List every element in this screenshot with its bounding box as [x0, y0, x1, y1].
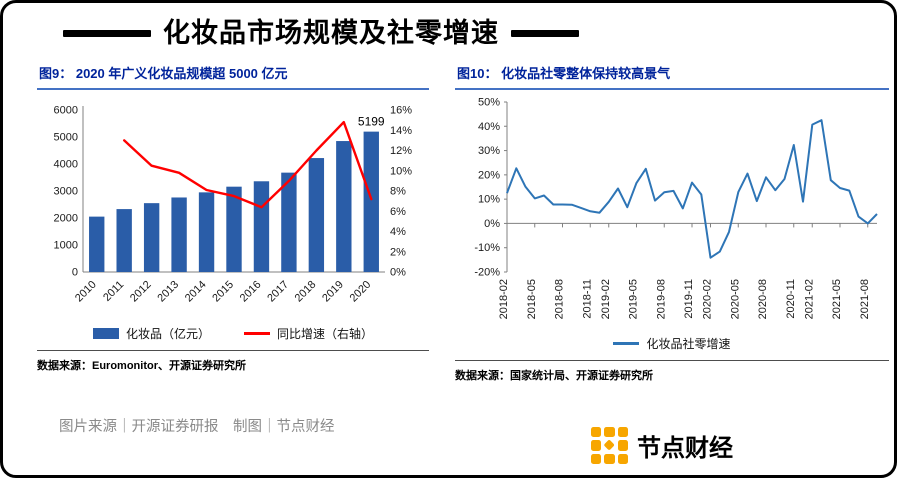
brand-logo: 节点财经 — [591, 427, 733, 464]
svg-text:0%: 0% — [484, 218, 500, 230]
svg-text:2021-08: 2021-08 — [859, 279, 871, 319]
svg-text:2017: 2017 — [265, 278, 291, 304]
svg-text:12%: 12% — [390, 145, 412, 157]
growth-series-swatch-icon — [244, 331, 270, 335]
svg-text:2%: 2% — [390, 246, 406, 258]
legend-item-retail-series: 化妆品社零增速 — [613, 335, 731, 352]
chart10-legend: 化妆品社零增速 — [455, 335, 889, 352]
chart9-legend: 化妆品（亿元） 同比增速（右轴） — [37, 325, 429, 342]
svg-text:2015: 2015 — [210, 278, 236, 304]
svg-text:6000: 6000 — [54, 104, 78, 116]
svg-text:2020-05: 2020-05 — [729, 279, 741, 319]
svg-text:5000: 5000 — [54, 131, 78, 143]
svg-text:2016: 2016 — [238, 278, 264, 304]
svg-text:8%: 8% — [390, 185, 406, 197]
retail-growth-chart-canvas: -20% -10% 0% 10% 20% 30% 40% 50% 2018-02 2018-05 2… — [474, 96, 878, 319]
legend-item-growth-series: 同比增速（右轴） — [244, 325, 373, 342]
chart9-title: 图9： 2020 年广义化妆品规模超 5000 亿元 — [37, 61, 429, 90]
svg-text:30%: 30% — [478, 145, 500, 157]
svg-text:16%: 16% — [390, 104, 412, 116]
svg-text:50%: 50% — [478, 96, 500, 108]
brand-name: 节点财经 — [637, 435, 733, 462]
svg-text:2012: 2012 — [128, 278, 154, 304]
svg-text:1000: 1000 — [54, 239, 78, 251]
svg-text:2014: 2014 — [183, 278, 209, 304]
growth-series-legend-label: 同比增速（右轴） — [277, 326, 374, 341]
svg-text:4000: 4000 — [54, 158, 78, 170]
chart10-title: 图10： 化妆品社零整体保持较高景气 — [455, 61, 889, 90]
title-dash-right — [511, 30, 579, 38]
svg-text:40%: 40% — [478, 120, 500, 132]
svg-text:2018: 2018 — [293, 278, 319, 304]
svg-text:2018-11: 2018-11 — [581, 279, 593, 319]
credit-text: 图片来源｜开源证券研报 制图｜节点财经 — [59, 419, 335, 435]
page-header: 化妆品市场规模及社零增速 — [63, 18, 894, 49]
svg-text:10%: 10% — [478, 193, 500, 205]
svg-text:2019-05: 2019-05 — [628, 279, 640, 319]
legend-item-bar-series: 化妆品（亿元） — [92, 325, 210, 342]
svg-text:6%: 6% — [390, 205, 406, 217]
source-divider — [37, 349, 429, 351]
svg-text:4%: 4% — [390, 226, 406, 238]
svg-text:2020-02: 2020-02 — [702, 279, 714, 319]
bar-series-legend-label: 化妆品（亿元） — [125, 326, 210, 341]
svg-text:2021-02: 2021-02 — [803, 279, 815, 319]
svg-text:2020-11: 2020-11 — [785, 279, 797, 319]
chart9-source: 数据来源：Euromonitor、开源证券研究所 — [37, 359, 246, 372]
brand-grid-icon — [591, 427, 628, 464]
svg-text:2000: 2000 — [54, 212, 78, 224]
svg-text:2018-08: 2018-08 — [554, 279, 566, 319]
charts-row: 图9： 2020 年广义化妆品规模超 5000 亿元 0 1000 2000 3000… — [37, 61, 889, 383]
market-size-chart-canvas: 0 1000 2000 3000 4000 5000 6000 0% 2% 4% 6% 8% 10% 12… — [54, 104, 413, 304]
svg-text:2018-05: 2018-05 — [526, 279, 538, 319]
svg-text:2018-02: 2018-02 — [498, 279, 510, 319]
svg-text:2010: 2010 — [73, 278, 99, 304]
retail-series-legend-label: 化妆品社零增速 — [646, 336, 731, 351]
svg-text:-20%: -20% — [474, 266, 500, 278]
svg-text:2019-11: 2019-11 — [683, 279, 695, 319]
svg-text:0: 0 — [72, 266, 78, 278]
svg-text:2021-05: 2021-05 — [831, 279, 843, 319]
page-title: 化妆品市场规模及社零增速 — [163, 18, 499, 48]
svg-text:2020-08: 2020-08 — [757, 279, 769, 319]
source-divider — [455, 359, 889, 361]
svg-text:20%: 20% — [478, 169, 500, 181]
svg-text:2019-02: 2019-02 — [600, 279, 612, 319]
svg-text:2011: 2011 — [101, 278, 126, 303]
svg-text:2020: 2020 — [348, 278, 374, 304]
svg-text:14%: 14% — [390, 124, 412, 136]
svg-text:3000: 3000 — [54, 185, 78, 197]
chart10-source: 数据来源：国家统计局、开源证券研究所 — [455, 369, 653, 382]
market-size-chart-panel: 图9： 2020 年广义化妆品规模超 5000 亿元 0 1000 2000 3000… — [37, 61, 429, 383]
svg-text:2013: 2013 — [155, 278, 181, 304]
svg-text:2019: 2019 — [320, 278, 346, 304]
svg-text:-10%: -10% — [474, 242, 500, 254]
retail-series-swatch-icon — [613, 341, 640, 345]
svg-text:10%: 10% — [390, 165, 412, 177]
bar-series-swatch-icon — [92, 327, 119, 339]
svg-text:0%: 0% — [390, 266, 406, 278]
title-dash-left — [63, 30, 151, 38]
svg-text:2019-08: 2019-08 — [655, 279, 667, 319]
svg-text:5199: 5199 — [358, 114, 385, 128]
retail-growth-chart-panel: 图10： 化妆品社零整体保持较高景气 -20% -10% 0% 10% 20% 30% 40… — [455, 61, 889, 383]
